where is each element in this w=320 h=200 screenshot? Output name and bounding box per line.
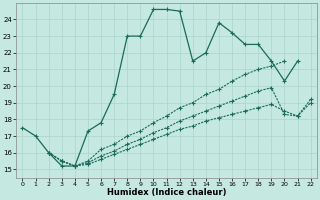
X-axis label: Humidex (Indice chaleur): Humidex (Indice chaleur): [107, 188, 226, 197]
